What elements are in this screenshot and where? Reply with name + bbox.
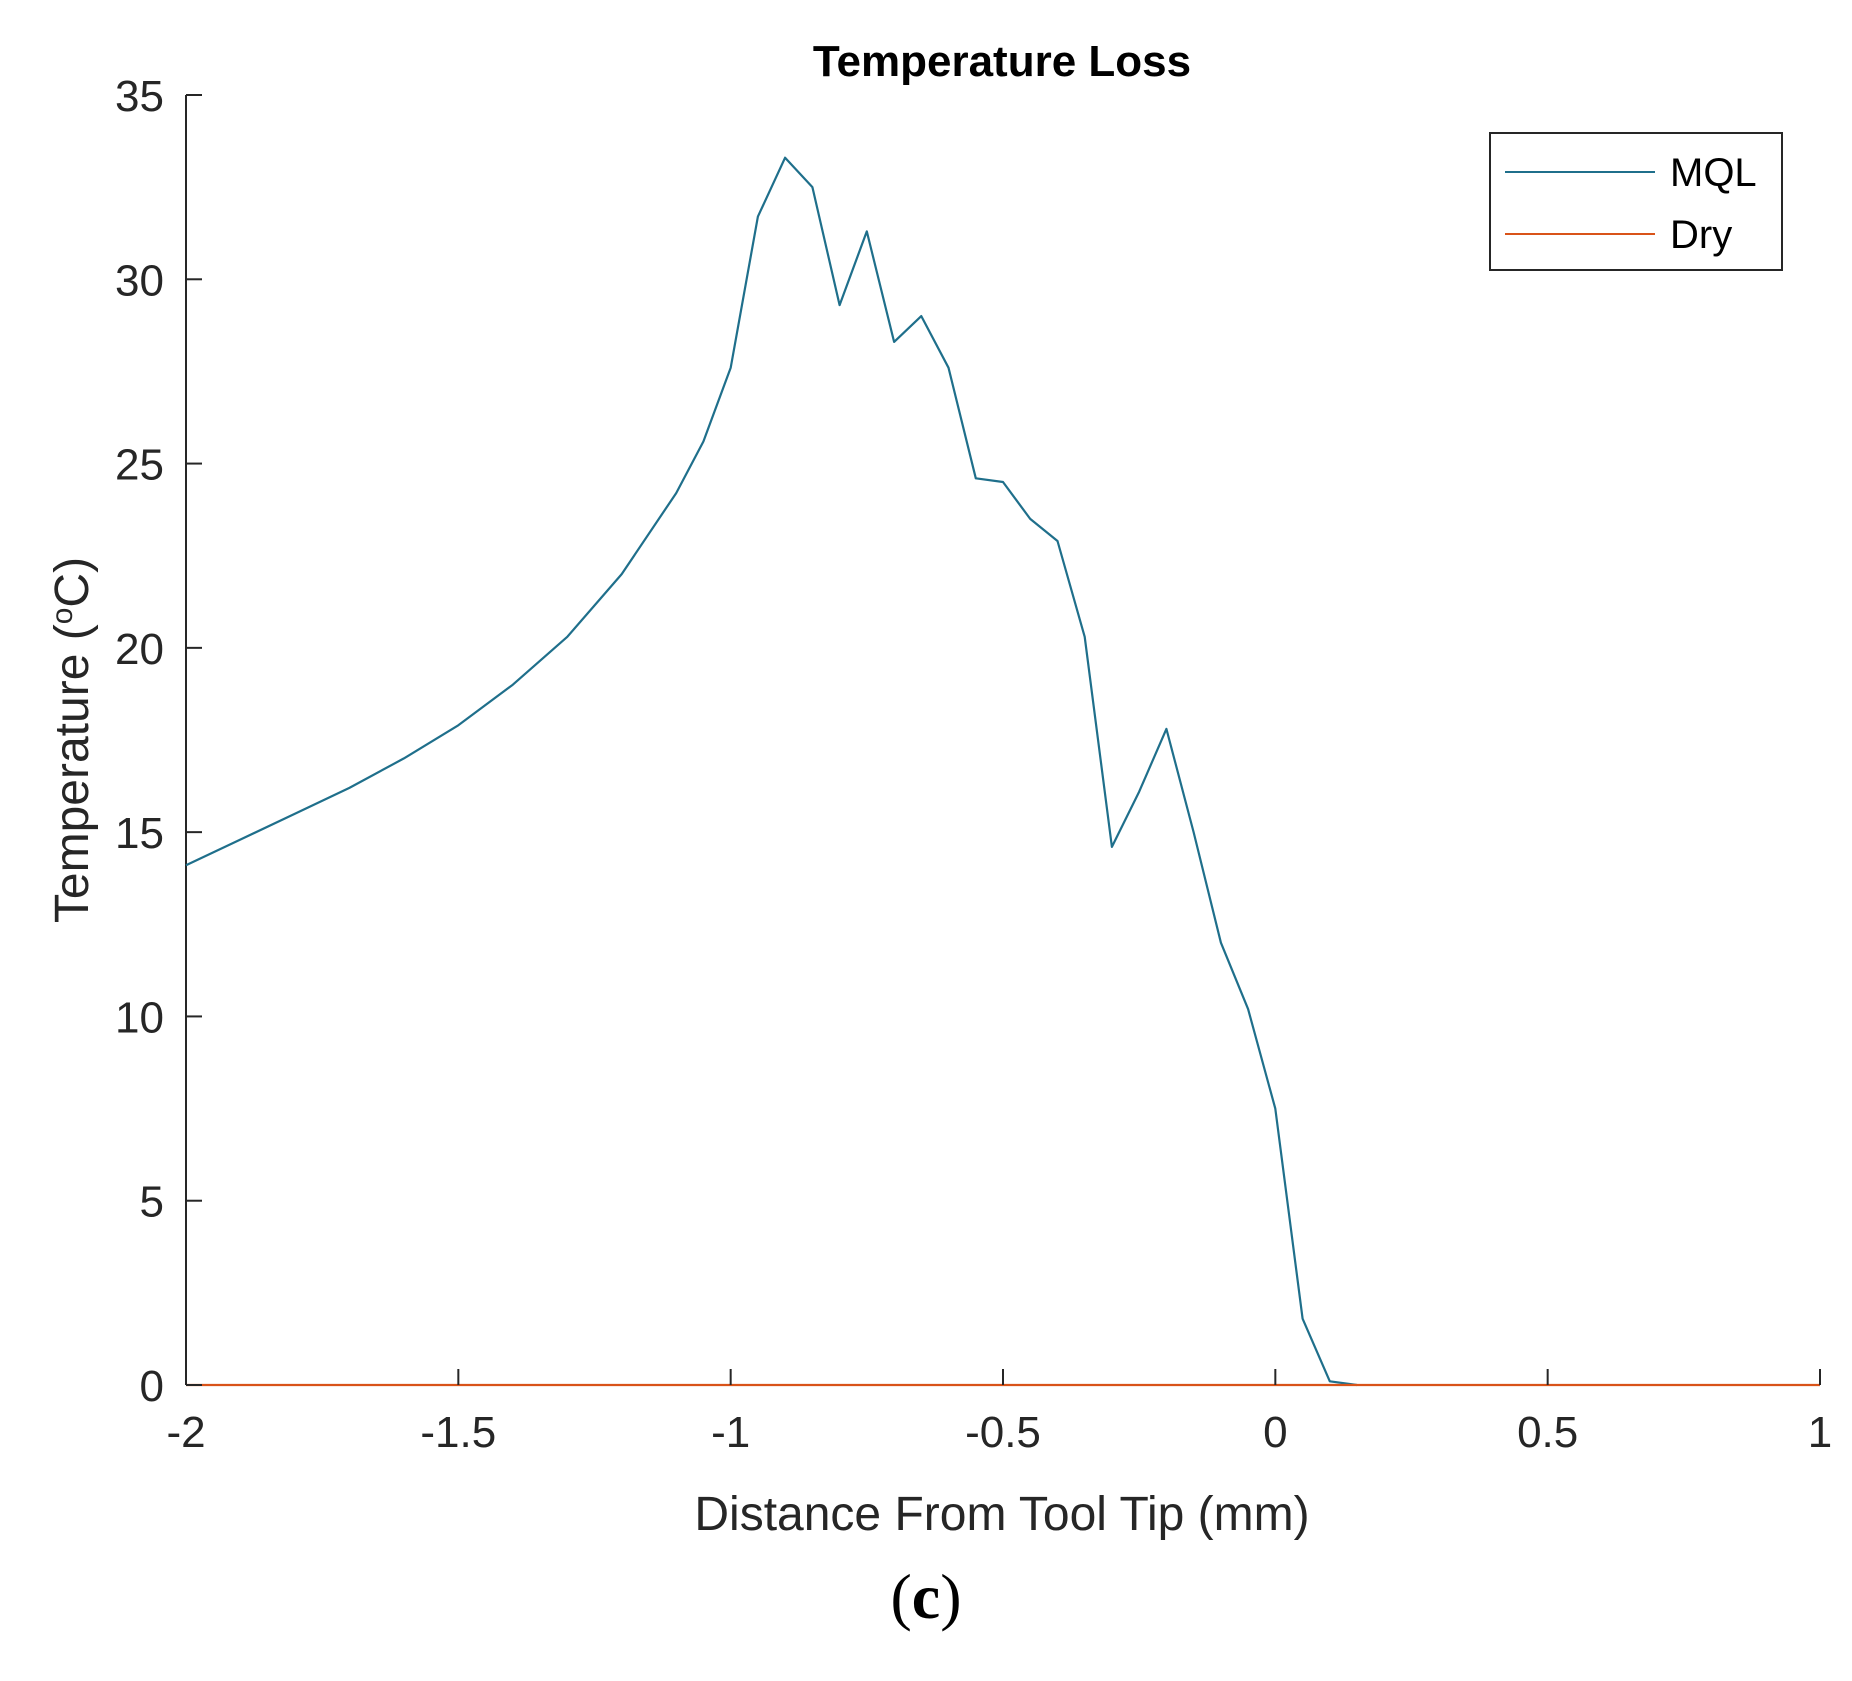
y-axis-label-main: Temperature ( [46,624,99,923]
y-tick-label: 20 [115,625,164,674]
panel-label-letter: c [911,1561,941,1632]
y-tick-label: 15 [115,809,164,858]
panel-label-close-paren: ) [940,1561,962,1632]
axes [185,95,1820,1386]
chart-title: Temperature Loss [813,37,1191,86]
y-tick-label: 30 [115,256,164,305]
y-tick-label: 5 [140,1178,164,1227]
x-tick-label: -1 [711,1408,750,1457]
y-axis-label-unit: C) [46,557,99,608]
y-axis-label-superscript: o [46,608,79,625]
legend: MQL Dry [1489,132,1783,271]
legend-label-mql: MQL [1670,151,1757,195]
panel-label: (c) [0,1560,1852,1634]
x-tick-label: 0.5 [1517,1408,1578,1457]
x-tick-label: -2 [166,1408,205,1457]
tick-layer: 0 5 10 15 20 25 30 35 -2 -1.5 -1 -0.5 0 0.5 1 [115,72,1832,1457]
y-axis-label: Temperature (oC) [46,557,100,923]
series-line-mql [185,156,1358,1387]
legend-label-dry: Dry [1670,213,1732,257]
y-tick-label: 0 [140,1362,164,1411]
y-tick-label: 25 [115,441,164,490]
y-tick-label: 10 [115,993,164,1042]
x-tick-label: -1.5 [420,1408,496,1457]
x-tick-label: -0.5 [965,1408,1041,1457]
legend-box [1489,132,1783,271]
x-tick-label: 0 [1263,1408,1287,1457]
panel-label-open-paren: ( [890,1561,912,1632]
series-layer [185,156,1820,1387]
x-tick-label: 1 [1808,1408,1832,1457]
y-tick-label: 35 [115,72,164,121]
svg-text:Temperature (oC): Temperature (oC) [46,557,100,923]
x-axis-label: Distance From Tool Tip (mm) [694,1488,1309,1541]
